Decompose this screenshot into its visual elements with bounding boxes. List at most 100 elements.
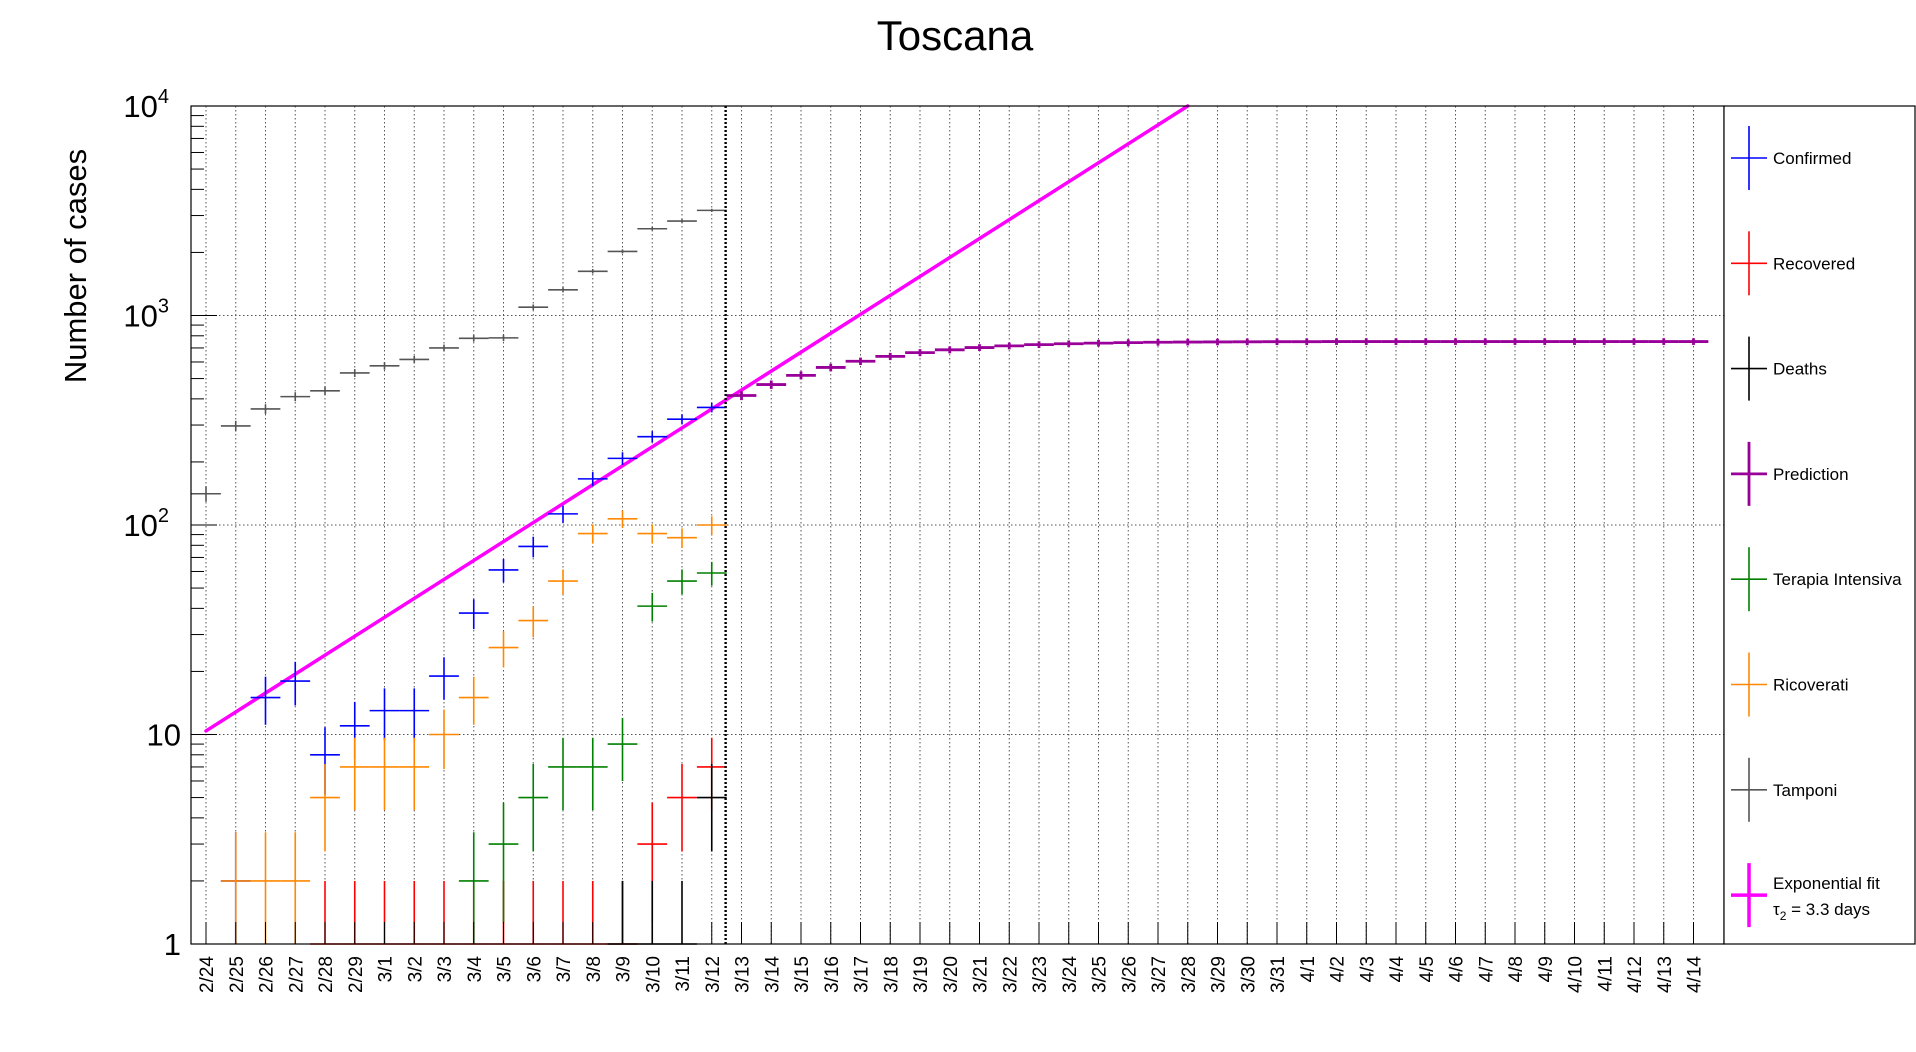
y-tick-label-3: 103 [123,296,169,334]
point-confirmed-13 [607,452,638,465]
point-confirmed-16 [696,402,727,413]
x-tick-label-43: 4/7 [1476,956,1497,982]
x-tick-label-44: 4/8 [1506,956,1527,982]
x-tick-label-1: 2/25 [227,956,248,993]
y-tick-label-4: 104 [123,86,169,124]
x-tick-label-3: 2/27 [286,956,307,993]
x-tick-label-36: 3/31 [1268,956,1289,993]
legend-label: Deaths [1773,360,1827,379]
point-tamponi-14 [607,249,638,254]
point-confirmed-15 [667,414,697,425]
legend-entry-terapia-intensiva: Terapia Intensiva [1731,547,1902,612]
x-tick-label-5: 2/29 [346,956,367,993]
point-prediction-20 [1321,338,1352,345]
x-tick-label-11: 3/6 [524,956,545,982]
point-prediction-2 [786,371,816,380]
x-tick-label-10: 3/5 [495,956,516,982]
x-tick-label-35: 3/30 [1238,956,1259,993]
point-tamponi-1 [220,420,251,432]
x-tick-label-27: 3/22 [1000,956,1021,993]
grid-layer [191,106,1724,944]
point-tamponi-0 [191,486,221,502]
point-prediction-19 [1291,338,1322,346]
x-tick-label-30: 3/25 [1090,956,1111,993]
x-tick-label-32: 3/27 [1149,956,1170,993]
point-prediction-22 [1381,338,1411,345]
legend-label: Terapia Intensiva [1773,570,1902,589]
x-tick-label-19: 3/14 [762,956,783,993]
x-tick-label-4: 2/28 [316,956,337,993]
point-confirmed-14 [637,431,668,443]
x-tick-label-12: 3/7 [554,956,575,982]
x-tick-label-25: 3/20 [941,956,962,993]
point-confirmed-8 [458,599,489,630]
point-confirmed-11 [548,505,578,523]
x-tick-label-50: 4/14 [1685,956,1706,993]
x-tick-label-2: 2/26 [257,956,278,993]
x-tick-label-8: 3/3 [435,956,456,982]
point-tamponi-15 [637,226,668,231]
legend-label-fit-tau: τ2 = 3.3 days [1773,900,1870,923]
point-prediction-30 [1619,338,1649,345]
point-ricoverati-11 [548,569,578,595]
x-tick-label-17: 3/12 [703,956,724,993]
point-prediction-9 [994,342,1025,350]
x-tick-label-15: 3/10 [643,956,664,993]
x-tick-label-29: 3/24 [1060,956,1081,993]
point-prediction-28 [1559,338,1590,345]
point-prediction-4 [845,357,876,365]
plot-frame [190,105,1725,945]
y-tick-label-2: 102 [123,505,169,543]
point-terapia-intensiva-3 [548,737,578,811]
point-prediction-15 [1172,338,1203,346]
point-ricoverati-7 [429,709,459,770]
point-prediction-14 [1143,339,1173,346]
point-ricoverati-5 [369,737,400,811]
point-prediction-6 [905,349,935,357]
point-confirmed-5 [369,688,400,741]
chart-title: Toscana [877,12,1034,59]
x-tick-label-16: 3/11 [673,956,694,992]
point-prediction-32 [1678,338,1709,345]
x-tick-label-38: 4/2 [1328,956,1349,982]
point-tamponi-13 [577,269,608,274]
point-ricoverati-13 [607,510,638,529]
x-tick-label-14: 3/9 [614,956,635,982]
legend-entry-exponential-fit: Exponential fit τ2 = 3.3 days [1731,863,1880,928]
point-tamponi-12 [548,287,578,293]
y-axis-label: Number of cases [58,149,93,383]
point-ricoverati-6 [399,737,430,811]
point-prediction-13 [1113,339,1144,347]
x-tick-label-45: 4/9 [1536,956,1557,982]
legend-entry-deaths: Deaths [1731,336,1827,401]
point-ricoverati-15 [667,528,697,548]
x-tick-label-48: 4/12 [1625,956,1646,993]
legend-label: Ricoverati [1773,676,1849,695]
point-prediction-29 [1589,338,1620,345]
point-terapia-intensiva-5 [607,717,638,781]
point-ricoverati-16 [696,516,727,535]
point-ricoverati-14 [637,524,668,544]
series-recovered [310,737,727,945]
legend-label-fit: Exponential fit [1773,874,1880,893]
x-tick-label-39: 4/3 [1357,956,1378,982]
point-confirmed-9 [488,559,519,583]
point-prediction-12 [1083,339,1114,347]
point-ricoverati-4 [339,737,370,811]
x-tick-label-23: 3/18 [881,956,902,993]
point-prediction-16 [1202,338,1233,346]
x-tick-label-18: 3/13 [733,956,754,993]
x-tick-label-24: 3/19 [911,956,932,993]
legend-label: Prediction [1773,465,1849,484]
x-tick-label-13: 3/8 [584,956,605,982]
point-tamponi-4 [310,386,340,396]
point-prediction-0 [726,391,757,401]
point-terapia-intensiva-8 [696,561,727,586]
series-deaths [607,763,727,945]
series-layer [191,208,1709,945]
point-prediction-26 [1500,338,1530,345]
x-tick-label-6: 3/1 [376,956,397,982]
point-prediction-24 [1440,338,1471,345]
point-ricoverati-8 [458,676,489,725]
